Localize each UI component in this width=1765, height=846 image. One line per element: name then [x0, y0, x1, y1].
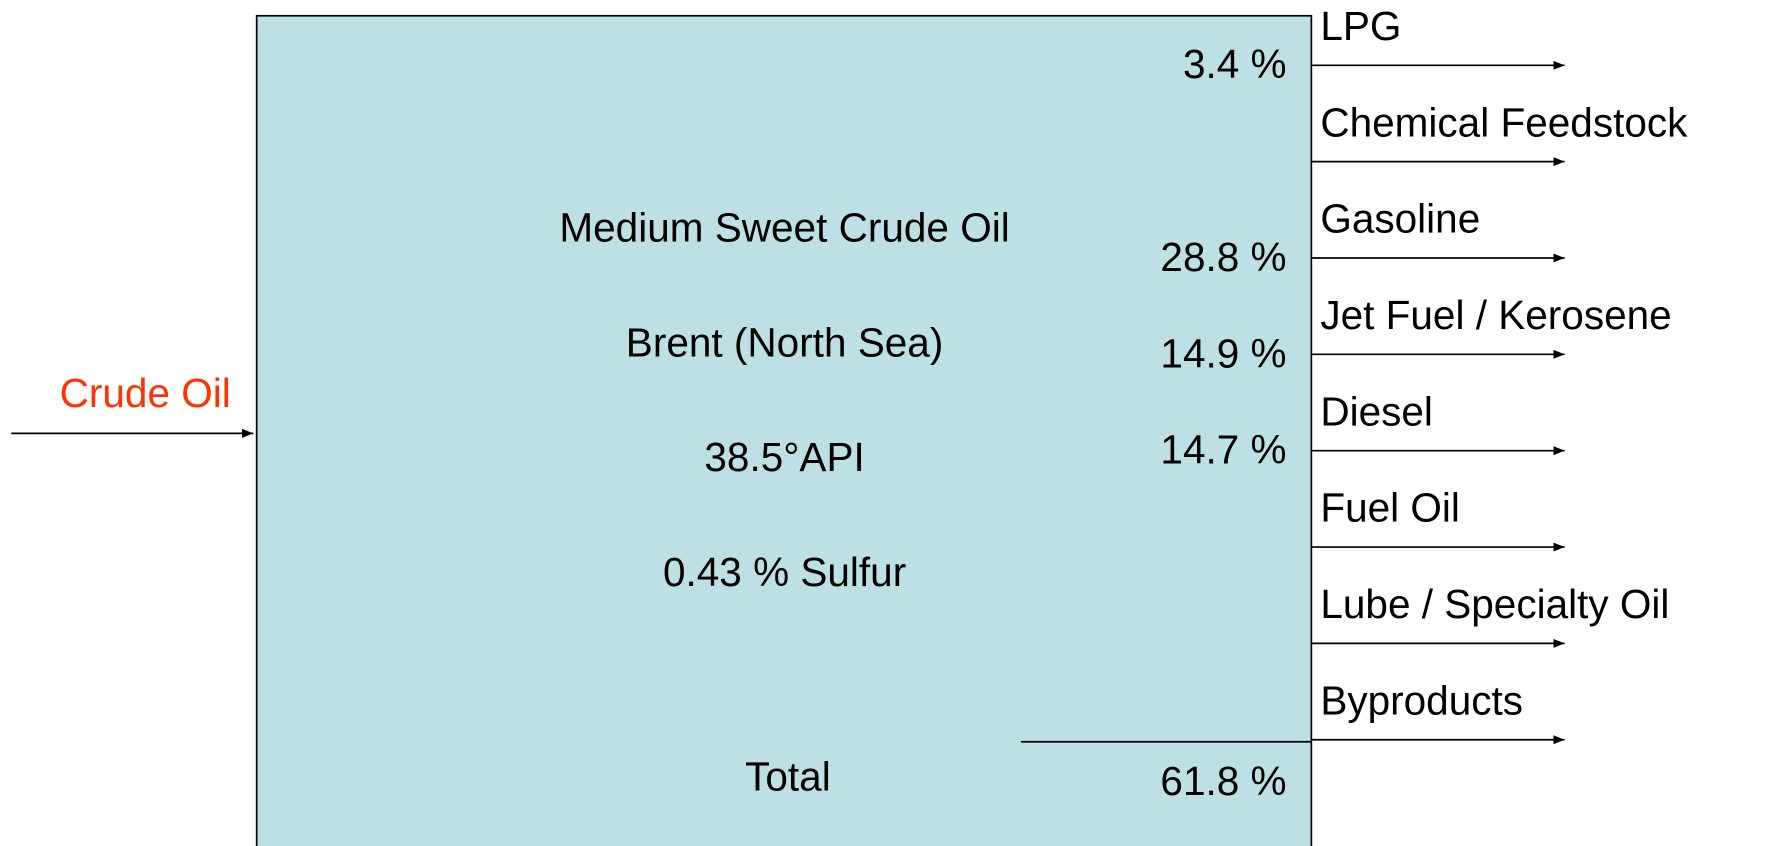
total-label: Total	[745, 754, 831, 800]
property: Medium Sweet Crude Oil	[559, 204, 1009, 250]
output-label: Diesel	[1320, 388, 1433, 434]
output-label: Fuel Oil	[1320, 485, 1460, 531]
input-label: Crude Oil	[60, 370, 231, 416]
total-value: 61.8 %	[1160, 758, 1286, 804]
output-label: Chemical Feedstock	[1320, 99, 1688, 145]
dynamic-layer: Medium Sweet Crude Oil Brent (North Sea) 3…	[559, 3, 1688, 745]
output-label: Gasoline	[1320, 196, 1480, 242]
output-label: Byproducts	[1320, 677, 1523, 723]
property: Brent (North Sea)	[626, 319, 944, 365]
property: 0.43 % Sulfur	[663, 549, 906, 595]
output-share: 14.7 %	[1160, 427, 1286, 473]
output-share: 28.8 %	[1160, 234, 1286, 280]
refinery-box	[255, 14, 1313, 846]
output-label: LPG	[1320, 3, 1401, 49]
output-share: 14.9 %	[1160, 330, 1286, 376]
property: 38.5°API	[704, 434, 864, 480]
output-share: 3.4 %	[1183, 41, 1287, 87]
output-label: Lube / Specialty Oil	[1320, 581, 1669, 627]
output-label: Jet Fuel / Kerosene	[1320, 292, 1671, 338]
